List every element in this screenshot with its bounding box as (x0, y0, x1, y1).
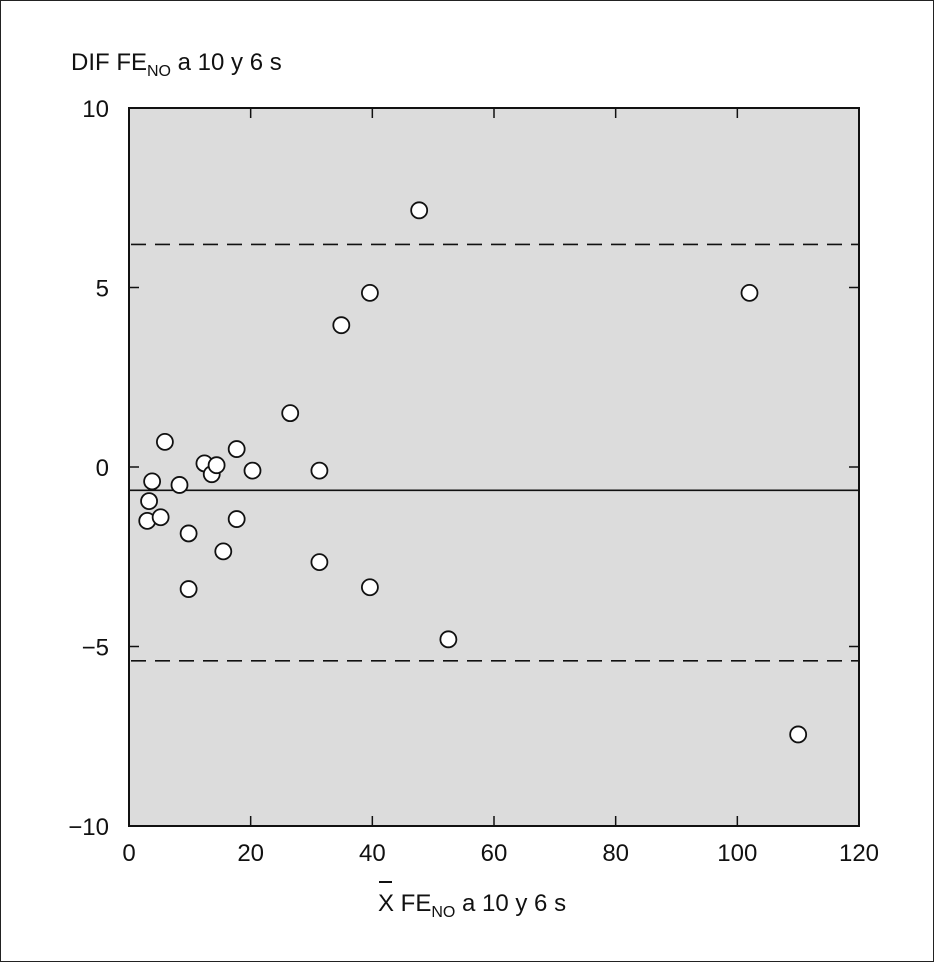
data-point (207, 456, 226, 475)
data-point (439, 630, 458, 649)
x-tick-label: 40 (359, 840, 386, 867)
data-point (360, 283, 379, 302)
reference-lines (129, 243, 859, 662)
y-tick-label: −5 (82, 635, 109, 662)
plot-area (128, 107, 860, 827)
data-point (789, 725, 808, 744)
data-point (227, 510, 246, 528)
data-point (179, 580, 198, 598)
data-point (170, 476, 189, 494)
x-tick-label: 100 (717, 840, 757, 867)
y-tick-label: 0 (96, 455, 109, 482)
y-tick-label: −10 (68, 814, 109, 841)
data-point (155, 432, 174, 451)
x-tick-label: 60 (481, 840, 508, 867)
axis-ticks (129, 108, 859, 826)
data-point (243, 461, 262, 480)
y-axis-title: DIF FENO a 10 y 6 s (71, 49, 282, 80)
data-point (740, 283, 759, 302)
tick-labels: 0 20 40 60 80 100 120 10 5 0 −5 −10 (68, 96, 879, 867)
data-point (179, 524, 198, 543)
x-tick-label: 0 (122, 840, 135, 867)
y-tick-label: 5 (96, 276, 109, 303)
data-point (360, 578, 379, 597)
data-points (138, 201, 808, 744)
data-point (143, 472, 162, 491)
data-point (310, 553, 329, 572)
data-point (410, 201, 429, 220)
data-point (214, 542, 233, 561)
x-axis-title: X FENO a 10 y 6 s (378, 881, 566, 921)
data-point (310, 461, 329, 480)
data-point (151, 508, 170, 527)
y-tick-label: 10 (82, 96, 109, 123)
data-point (281, 404, 300, 423)
x-tick-label: 80 (602, 840, 629, 867)
svg-text:X FENO a 10 y 6 s: X FENO a 10 y 6 s (378, 890, 566, 921)
x-tick-label: 20 (237, 840, 264, 867)
x-tick-label: 120 (839, 840, 879, 867)
data-point (227, 440, 246, 458)
data-point (332, 316, 351, 335)
data-point (140, 492, 158, 511)
